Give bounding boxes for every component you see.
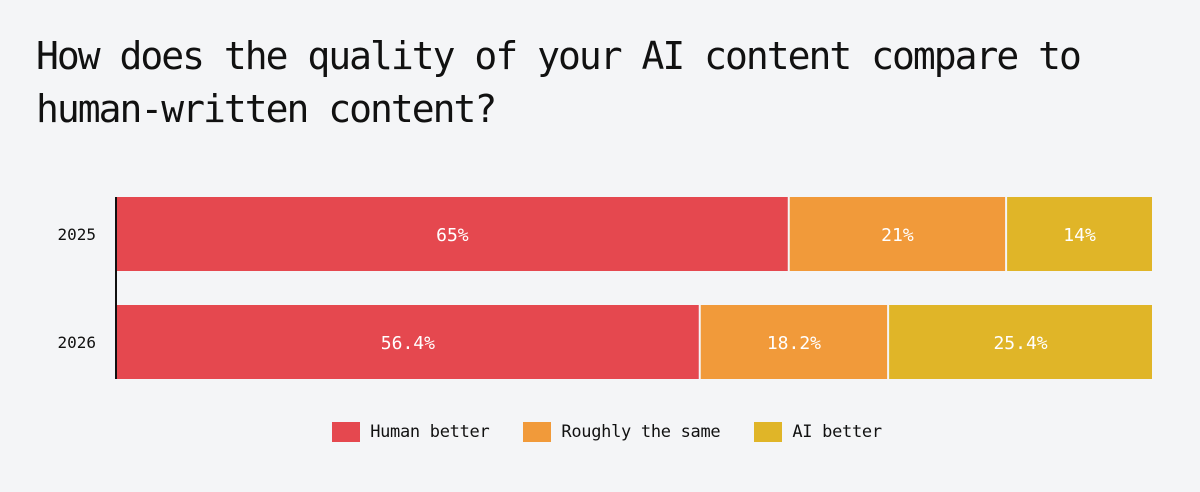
data-label-roughly-the-same-2026: 18.2%	[767, 333, 821, 354]
chart-legend: Human better Roughly the same AI better	[0, 420, 1200, 444]
bar-ai-better-2026	[889, 305, 1152, 379]
chart-title: How does the quality of your AI content …	[36, 34, 1082, 131]
legend-label-ai-better: AI better	[792, 422, 882, 442]
legend-swatch-human-better	[332, 422, 361, 442]
bar-human-better-2025	[117, 197, 788, 271]
bar-roughly-the-same-2026	[700, 305, 888, 379]
legend-item-ai-better: AI better	[754, 422, 882, 442]
category-label-2025: 2025	[57, 225, 96, 244]
data-label-ai-better-2026: 25.4%	[993, 333, 1047, 354]
category-label-2026: 2026	[57, 333, 96, 352]
legend-label-roughly-the-same: Roughly the same	[561, 422, 721, 442]
data-label-roughly-the-same-2025: 21%	[881, 225, 914, 246]
legend-item-roughly-the-same: Roughly the same	[523, 422, 721, 442]
bar-ai-better-2025	[1007, 197, 1152, 271]
data-label-human-better-2025: 65%	[436, 225, 469, 246]
bar-roughly-the-same-2025	[789, 197, 1006, 271]
bar-human-better-2026	[117, 305, 699, 379]
legend-swatch-ai-better	[754, 422, 783, 442]
legend-swatch-roughly-the-same	[523, 422, 552, 442]
data-label-human-better-2026: 56.4%	[381, 333, 435, 354]
data-label-ai-better-2025: 14%	[1063, 225, 1096, 246]
legend-item-human-better: Human better	[332, 422, 490, 442]
legend-label-human-better: Human better	[370, 422, 490, 442]
